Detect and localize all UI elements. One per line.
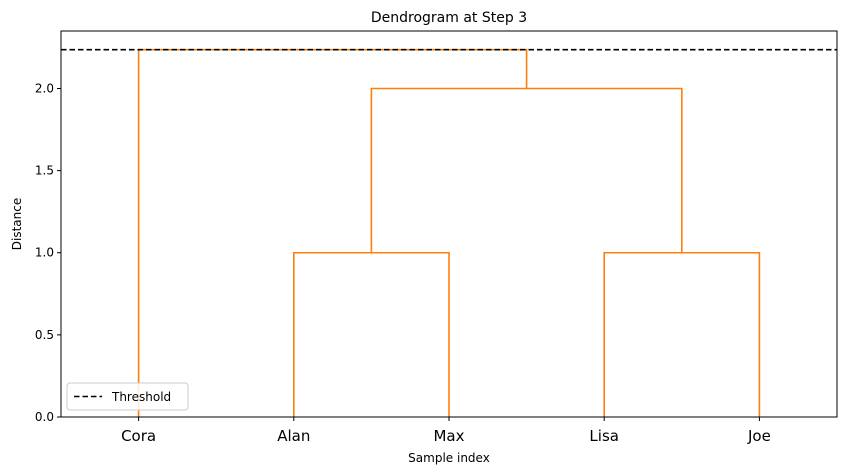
y-axis-ticks: 0.0 0.5 1.0 1.5 2.0: [35, 81, 61, 424]
x-tick-label: Cora: [121, 427, 156, 445]
x-axis-label: Sample index: [408, 451, 490, 465]
legend: Threshold: [66, 382, 189, 411]
legend-box: [66, 382, 189, 411]
dendrogram-links: [137, 48, 761, 417]
y-tick-label: 0.0: [35, 410, 54, 424]
y-tick-label: 2.0: [35, 81, 54, 95]
x-tick-label: Max: [433, 427, 464, 445]
legend-threshold-label: Threshold: [111, 390, 171, 404]
x-tick-label: Joe: [747, 427, 771, 445]
chart-title: Dendrogram at Step 3: [371, 10, 527, 26]
x-axis-ticks: Cora Alan Max Lisa Joe: [121, 417, 771, 445]
dendrogram-link-4: [137, 48, 528, 417]
dendrogram-link-1: [292, 251, 450, 417]
x-tick-label: Lisa: [589, 427, 619, 445]
y-axis-label: Distance: [10, 198, 24, 250]
dendrogram-link-2: [603, 251, 761, 417]
y-tick-label: 1.5: [35, 164, 54, 178]
y-tick-label: 1.0: [35, 246, 54, 260]
y-tick-label: 0.5: [35, 328, 54, 342]
x-tick-label: Alan: [277, 427, 310, 445]
dendrogram-link-3: [370, 87, 683, 253]
